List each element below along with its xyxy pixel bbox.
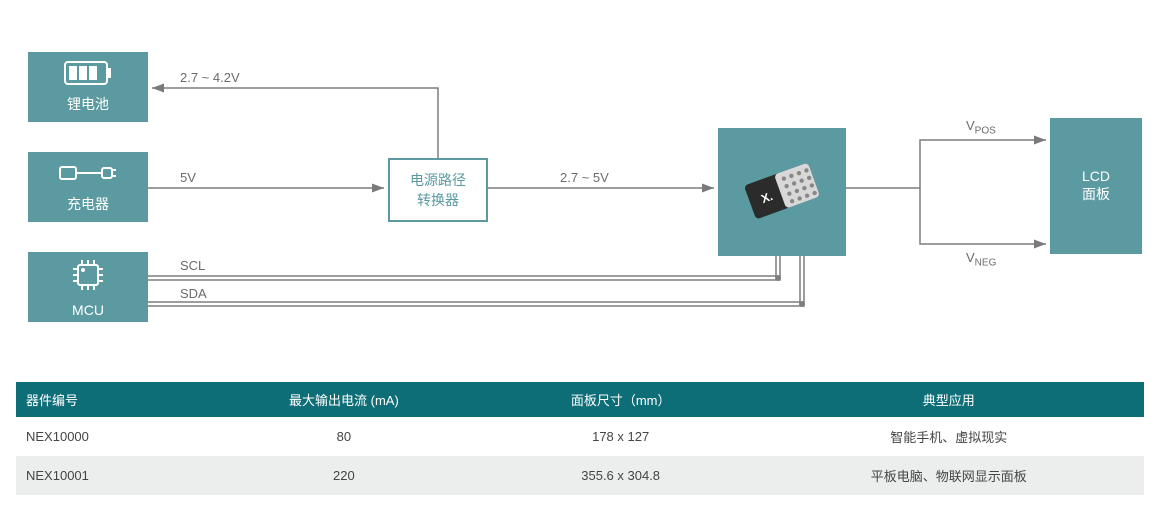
- cell: NEX10000: [16, 417, 200, 456]
- node-converter-label1: 电源路径: [410, 170, 466, 190]
- node-lcd: LCD 面板: [1050, 118, 1142, 254]
- table-row: NEX10000 80 178 x 127 智能手机、虚拟现实: [16, 417, 1144, 456]
- node-chip: X.: [718, 128, 846, 256]
- nex-chip-icon: X.: [734, 151, 830, 234]
- node-battery-label: 锂电池: [67, 94, 109, 114]
- battery-icon: [64, 61, 112, 88]
- node-converter: 电源路径 转换器: [388, 158, 488, 222]
- node-lcd-label2: 面板: [1082, 184, 1110, 204]
- table-header-row: 器件编号 最大输出电流 (mA) 面板尺寸（mm） 典型应用: [16, 382, 1144, 417]
- label-vchip: 2.7 ~ 5V: [560, 170, 609, 185]
- cell: NEX10001: [16, 456, 200, 495]
- wires: [0, 0, 1160, 370]
- cell: 355.6 x 304.8: [488, 456, 754, 495]
- label-vcharger: 5V: [180, 170, 196, 185]
- label-vneg-sub: NEG: [975, 258, 997, 269]
- label-sda: SDA: [180, 286, 207, 301]
- cell: 220: [200, 456, 488, 495]
- cell: 178 x 127: [488, 417, 754, 456]
- label-vpos-sub: POS: [975, 126, 996, 137]
- label-vneg: VNEG: [966, 250, 996, 269]
- spec-table: 器件编号 最大输出电流 (mA) 面板尺寸（mm） 典型应用 NEX10000 …: [16, 382, 1144, 495]
- table-row: NEX10001 220 355.6 x 304.8 平板电脑、物联网显示面板: [16, 456, 1144, 495]
- node-mcu: MCU: [28, 252, 148, 322]
- charger-icon: [58, 161, 118, 188]
- label-vpos-v: V: [966, 118, 975, 133]
- label-vneg-v: V: [966, 250, 975, 265]
- node-charger-label: 充电器: [67, 194, 109, 214]
- cell: 80: [200, 417, 488, 456]
- node-lcd-label1: LCD: [1082, 168, 1110, 184]
- chip-icon: [70, 257, 106, 296]
- cell: 平板电脑、物联网显示面板: [753, 456, 1144, 495]
- col-size: 面板尺寸（mm）: [488, 382, 754, 417]
- label-vbatt: 2.7 ~ 4.2V: [180, 70, 240, 85]
- cell: 智能手机、虚拟现实: [753, 417, 1144, 456]
- node-mcu-label: MCU: [72, 302, 104, 318]
- node-converter-label2: 转换器: [417, 190, 459, 210]
- label-scl: SCL: [180, 258, 205, 273]
- col-part: 器件编号: [16, 382, 200, 417]
- label-vpos: VPOS: [966, 118, 996, 137]
- node-battery: 锂电池: [28, 52, 148, 122]
- block-diagram: 锂电池 充电器 MCU 电源路径 转换器 X: [0, 0, 1160, 370]
- col-app: 典型应用: [753, 382, 1144, 417]
- node-charger: 充电器: [28, 152, 148, 222]
- col-current: 最大输出电流 (mA): [200, 382, 488, 417]
